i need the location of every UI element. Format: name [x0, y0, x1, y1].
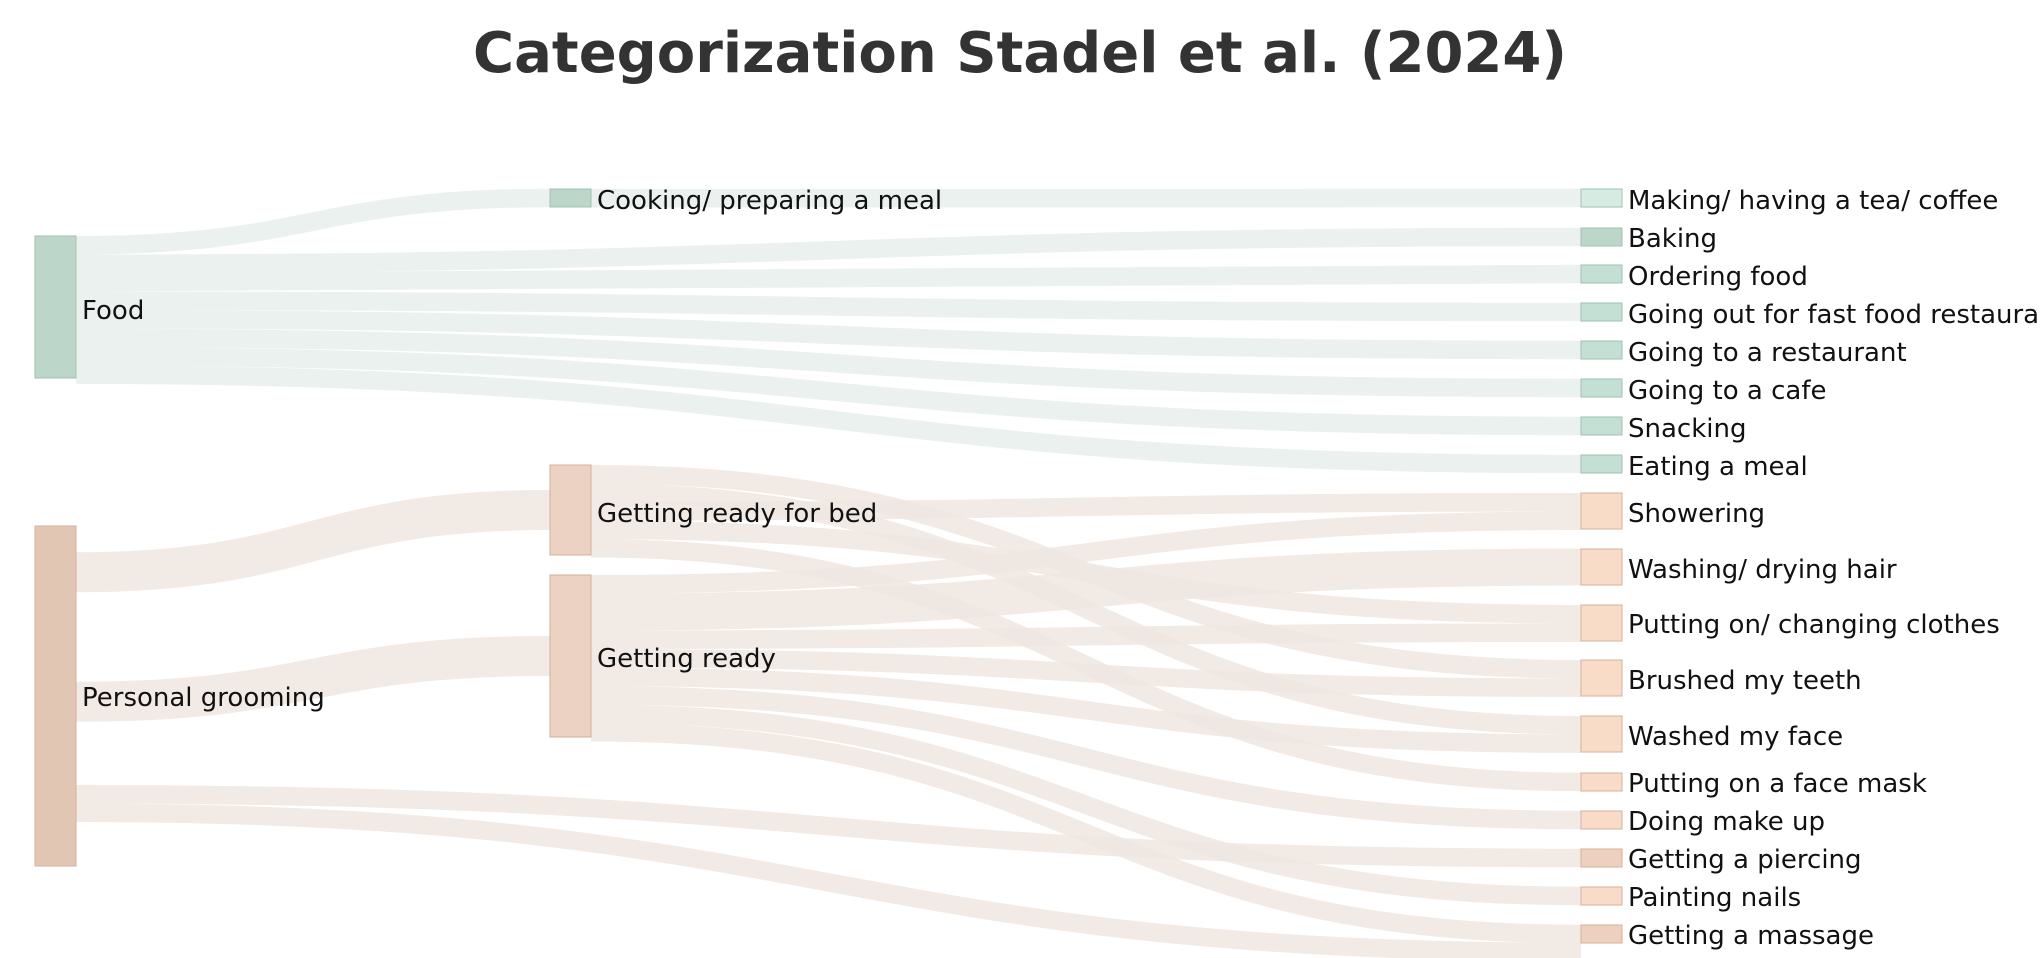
link-getting_ready-to-showering: [590, 511, 1582, 594]
node-bar-cafe: [1580, 378, 1623, 398]
links-layer: [75, 188, 1582, 958]
link-getting_ready-to-clothes: [590, 623, 1582, 649]
node-bar-showering: [1580, 492, 1623, 530]
node-teeth: Brushed my teeth: [1580, 659, 1862, 697]
node-label-personal_grooming: Personal grooming: [82, 683, 325, 713]
node-personal_grooming: Personal grooming: [34, 525, 325, 867]
node-massage: Getting a massage: [1580, 921, 1874, 951]
node-piercing: Getting a piercing: [1580, 845, 1862, 875]
node-bar-cooking: [549, 188, 592, 208]
nodes-layer: Food Personal grooming Cooking/ preparing …: [34, 186, 2040, 951]
node-face: Washed my face: [1580, 715, 1843, 753]
node-bar-getting_ready_for_bed: [549, 464, 592, 556]
node-bar-face_mask: [1580, 772, 1623, 792]
node-label-washing_hair: Washing/ drying hair: [1628, 555, 1897, 585]
node-restaurant: Going to a restaurant: [1580, 338, 1907, 368]
node-food: Food: [34, 235, 144, 379]
link-food-to-cafe: [75, 328, 1582, 398]
node-showering: Showering: [1580, 492, 1765, 530]
node-fast_food: Going out for fast food restaurant: [1580, 300, 2040, 330]
node-bar-make_up: [1580, 810, 1623, 830]
node-label-make_up: Doing make up: [1628, 807, 1825, 837]
node-label-fast_food: Going out for fast food restaurant: [1628, 300, 2040, 330]
node-bar-restaurant: [1580, 340, 1623, 360]
node-baking: Baking: [1580, 224, 1717, 254]
link-personal_grooming-to-massage: [75, 803, 1582, 958]
node-label-cooking: Cooking/ preparing a meal: [597, 186, 942, 216]
link-getting_ready-to-make_up: [590, 686, 1582, 830]
node-bar-fast_food: [1580, 302, 1623, 322]
node-make_up: Doing make up: [1580, 807, 1825, 837]
node-face_mask: Putting on a face mask: [1580, 769, 1927, 799]
node-bar-ordering_food: [1580, 264, 1623, 284]
node-bar-tea_coffee: [1580, 188, 1623, 208]
node-bar-teeth: [1580, 659, 1623, 697]
node-bar-personal_grooming: [34, 525, 77, 867]
link-food-to-ordering_food: [75, 264, 1582, 292]
link-getting_ready_for_bed-to-showering: [590, 493, 1582, 521]
node-label-snacking: Snacking: [1628, 414, 1746, 444]
node-label-nails: Painting nails: [1628, 883, 1801, 913]
node-ordering_food: Ordering food: [1580, 262, 1808, 292]
node-tea_coffee: Making/ having a tea/ coffee: [1580, 186, 1998, 216]
node-bar-piercing: [1580, 848, 1623, 868]
node-eating_meal: Eating a meal: [1580, 452, 1808, 482]
node-bar-getting_ready: [549, 574, 592, 738]
node-nails: Painting nails: [1580, 883, 1801, 913]
node-label-baking: Baking: [1628, 224, 1717, 254]
link-personal_grooming-to-piercing: [75, 785, 1582, 868]
node-label-face: Washed my face: [1628, 722, 1843, 752]
node-getting_ready: Getting ready: [549, 574, 776, 738]
chart-title: Categorization Stadel et al. (2024): [473, 21, 1567, 86]
node-label-getting_ready_for_bed: Getting ready for bed: [597, 499, 877, 529]
link-food-to-restaurant: [75, 310, 1582, 360]
node-label-restaurant: Going to a restaurant: [1628, 338, 1907, 368]
link-food-to-cooking: [75, 188, 551, 255]
link-food-to-baking: [75, 227, 1582, 273]
node-washing_hair: Washing/ drying hair: [1580, 548, 1897, 586]
node-bar-clothes: [1580, 604, 1623, 642]
node-label-massage: Getting a massage: [1628, 921, 1874, 951]
node-label-tea_coffee: Making/ having a tea/ coffee: [1628, 186, 1998, 216]
link-getting_ready-to-teeth: [590, 649, 1582, 697]
node-label-food: Food: [82, 296, 144, 326]
node-label-showering: Showering: [1628, 499, 1765, 529]
node-label-piercing: Getting a piercing: [1628, 845, 1862, 875]
node-label-cafe: Going to a cafe: [1628, 376, 1826, 406]
node-cooking: Cooking/ preparing a meal: [549, 186, 942, 216]
node-bar-eating_meal: [1580, 454, 1623, 474]
node-label-clothes: Putting on/ changing clothes: [1628, 610, 2000, 640]
node-bar-food: [34, 235, 77, 379]
node-label-ordering_food: Ordering food: [1628, 262, 1808, 292]
node-label-teeth: Brushed my teeth: [1628, 666, 1862, 696]
node-getting_ready_for_bed: Getting ready for bed: [549, 464, 877, 556]
link-personal_grooming-to-getting_ready_for_bed: [75, 490, 551, 593]
node-bar-nails: [1580, 886, 1623, 906]
link-getting_ready-to-washing_hair: [590, 548, 1582, 631]
node-snacking: Snacking: [1580, 414, 1746, 444]
node-bar-washing_hair: [1580, 548, 1623, 586]
node-bar-baking: [1580, 227, 1623, 247]
node-label-face_mask: Putting on a face mask: [1628, 769, 1927, 799]
node-label-getting_ready: Getting ready: [597, 644, 776, 674]
link-getting_ready-to-massage: [590, 723, 1582, 944]
node-clothes: Putting on/ changing clothes: [1580, 604, 2000, 642]
node-bar-snacking: [1580, 416, 1623, 436]
link-food-to-fast_food: [75, 291, 1582, 322]
link-getting_ready-to-face: [590, 667, 1582, 753]
link-personal_grooming-to-getting_ready: [75, 636, 551, 722]
node-bar-massage: [1580, 924, 1623, 944]
node-label-eating_meal: Eating a meal: [1628, 452, 1808, 482]
link-food-to-eating_meal: [75, 365, 1582, 474]
link-getting_ready-to-nails: [590, 704, 1582, 906]
node-cafe: Going to a cafe: [1580, 376, 1826, 406]
link-food-to-snacking: [75, 347, 1582, 436]
node-bar-face: [1580, 715, 1623, 753]
